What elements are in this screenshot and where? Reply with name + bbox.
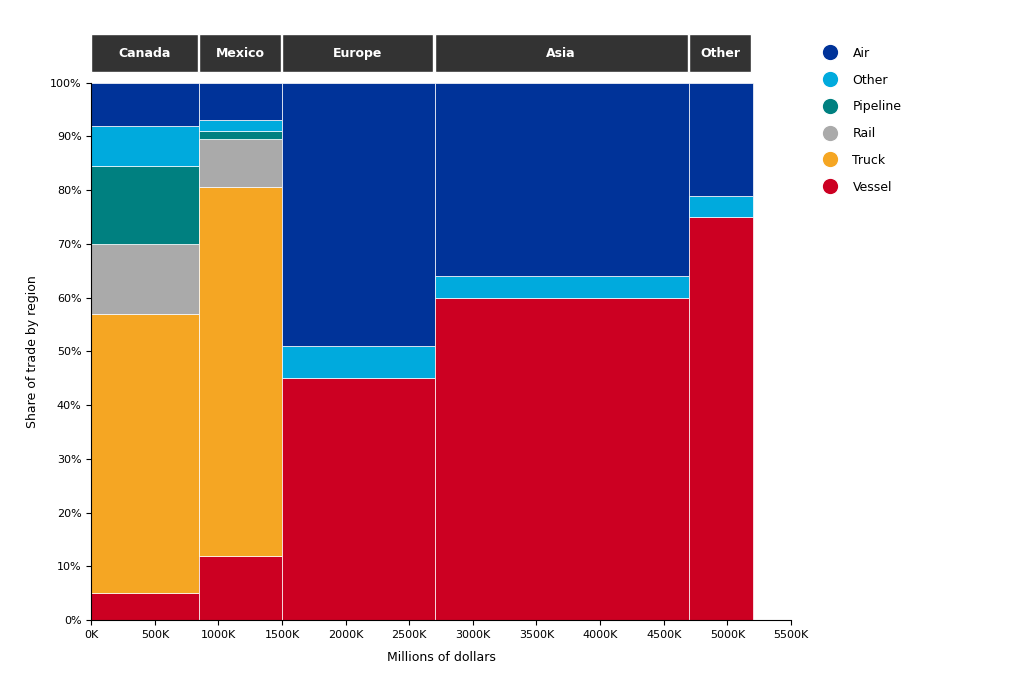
Bar <box>282 83 435 346</box>
Bar <box>282 378 435 620</box>
FancyBboxPatch shape <box>282 34 433 72</box>
Bar <box>200 121 282 131</box>
Bar <box>200 131 282 139</box>
Text: Europe: Europe <box>333 47 382 60</box>
Bar <box>690 217 752 620</box>
Text: Other: Other <box>701 47 740 60</box>
Text: Mexico: Mexico <box>216 47 265 60</box>
Bar <box>91 244 200 313</box>
FancyBboxPatch shape <box>91 34 198 72</box>
Bar <box>435 276 690 298</box>
Text: Canada: Canada <box>119 47 170 60</box>
Bar <box>91 593 200 620</box>
FancyBboxPatch shape <box>200 34 281 72</box>
Bar <box>200 187 282 555</box>
Bar <box>200 83 282 121</box>
Bar <box>435 83 690 276</box>
Bar <box>690 83 752 196</box>
X-axis label: Millions of dollars: Millions of dollars <box>386 651 496 664</box>
Y-axis label: Share of trade by region: Share of trade by region <box>25 275 39 428</box>
Bar <box>200 555 282 620</box>
Bar <box>91 125 200 166</box>
Bar <box>91 313 200 593</box>
Bar <box>91 166 200 244</box>
Text: Asia: Asia <box>547 47 576 60</box>
Bar <box>690 196 752 217</box>
FancyBboxPatch shape <box>690 34 751 72</box>
Legend: Air, Other, Pipeline, Rail, Truck, Vessel: Air, Other, Pipeline, Rail, Truck, Vesse… <box>811 41 908 200</box>
Bar <box>282 346 435 378</box>
Bar <box>91 83 200 125</box>
FancyBboxPatch shape <box>435 34 687 72</box>
Bar <box>200 139 282 187</box>
Bar <box>435 298 690 620</box>
